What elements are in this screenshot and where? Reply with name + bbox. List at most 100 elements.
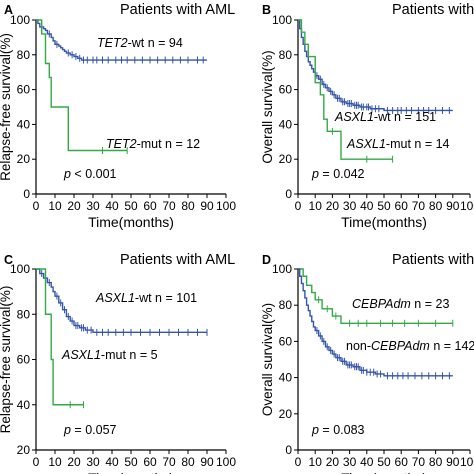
y-tick-label: 100: [272, 13, 292, 27]
series-1: ASXL1-wt n = 101: [36, 268, 208, 336]
series-label: TET2-mut n = 12: [106, 137, 200, 151]
x-tick-label: 80: [429, 455, 443, 469]
y-tick-label: 20: [17, 152, 31, 166]
x-tick-label: 60: [395, 199, 409, 213]
x-axis-label: Time(months): [88, 214, 174, 230]
y-tick-label: 20: [279, 152, 293, 166]
x-tick-label: 80: [429, 199, 443, 213]
survival-curve: [36, 268, 84, 406]
x-tick-label: 90: [200, 199, 214, 213]
series-2: TET2-mut n = 12: [36, 19, 200, 154]
p-value: p < 0.001: [63, 167, 117, 181]
x-tick-label: 90: [200, 455, 214, 469]
panel-label: C: [4, 253, 13, 267]
x-tick-label: 10: [309, 199, 323, 213]
x-tick-label: 20: [67, 199, 81, 213]
y-tick-label: 0: [285, 443, 292, 457]
p-value: p = 0.057: [63, 423, 117, 437]
x-tick-label: 0: [33, 455, 40, 469]
x-axis-label: Time(months): [341, 470, 427, 474]
x-tick-label: 20: [67, 455, 81, 469]
x-tick-label: 10: [309, 455, 323, 469]
y-tick-label: 60: [279, 334, 293, 348]
x-tick-label: 100: [460, 455, 474, 469]
y-tick-label: 20: [17, 443, 31, 457]
y-axis-label: Relapse-free survival(%): [0, 286, 13, 434]
survival-curve: [298, 268, 453, 324]
panel-label: A: [4, 3, 13, 17]
series-label: TET2-wt n = 94: [97, 36, 183, 50]
panel-title: Patients with AML: [392, 252, 474, 268]
x-tick-label: 10: [48, 199, 62, 213]
y-tick-label: 80: [279, 298, 293, 312]
y-tick-label: 60: [279, 83, 293, 97]
survival-curve: [36, 19, 207, 61]
series-label: ASXL1-mut n = 5: [61, 348, 158, 362]
series-2: ASXL1-mut n = 5: [36, 268, 158, 409]
y-tick-label: 40: [17, 117, 31, 131]
x-tick-label: 60: [395, 455, 409, 469]
x-tick-label: 90: [446, 455, 460, 469]
x-tick-label: 50: [377, 199, 391, 213]
x-tick-label: 60: [143, 199, 157, 213]
series-1: CEBPAdm n = 23: [298, 268, 454, 327]
y-tick-label: 80: [17, 307, 31, 321]
survival-curve: [298, 19, 393, 160]
series-2: non-CEBPAdm n = 142: [298, 268, 474, 380]
y-tick-label: 80: [279, 48, 293, 62]
x-axis-label: Time(months): [88, 470, 174, 474]
panel-label: D: [262, 253, 271, 267]
y-tick-label: 100: [10, 13, 30, 27]
series-1: ASXL1-wt n = 151: [298, 19, 453, 124]
x-tick-label: 0: [295, 455, 302, 469]
x-tick-label: 20: [326, 199, 340, 213]
x-tick-label: 90: [446, 199, 460, 213]
y-tick-label: 0: [23, 187, 30, 201]
x-tick-label: 100: [216, 455, 236, 469]
x-tick-label: 50: [124, 455, 138, 469]
x-tick-label: 40: [105, 199, 119, 213]
x-tick-label: 70: [412, 199, 426, 213]
x-tick-label: 30: [86, 455, 100, 469]
y-tick-label: 60: [17, 353, 31, 367]
x-tick-label: 40: [360, 199, 374, 213]
panel-title: Patients with AML: [120, 2, 235, 18]
series-label: CEBPAdm n = 23: [352, 297, 449, 311]
x-tick-label: 40: [360, 455, 374, 469]
p-value: p = 0.042: [311, 167, 365, 181]
y-tick-label: 20: [279, 407, 293, 421]
panel-a: A Patients with AML 0 20 40 60 80 100 0 10 20 30 40 5…: [0, 2, 236, 230]
survival-curve: [36, 19, 128, 152]
survival-curve: [298, 268, 453, 377]
y-tick-label: 100: [10, 262, 30, 276]
y-tick-label: 100: [272, 262, 292, 276]
panel-title: Patients with AML: [392, 2, 474, 18]
series-1: TET2-wt n = 94: [36, 19, 207, 64]
x-tick-label: 60: [143, 455, 157, 469]
x-tick-label: 50: [377, 455, 391, 469]
panel-label: B: [262, 3, 271, 17]
x-tick-label: 100: [216, 199, 236, 213]
x-axis-label: Time(months): [341, 214, 427, 230]
panel-c: C Patients with AML 20 40 60 80 100 0 10 20 30 40 50…: [0, 252, 236, 474]
y-tick-label: 40: [279, 117, 293, 131]
survival-curve: [298, 19, 453, 112]
y-axis-label: Relapse-free survival(%): [0, 33, 13, 181]
series-label: non-CEBPAdm n = 142: [346, 339, 474, 353]
x-tick-label: 70: [162, 455, 176, 469]
x-tick-label: 50: [124, 199, 138, 213]
x-tick-label: 0: [295, 199, 302, 213]
x-tick-label: 30: [343, 199, 357, 213]
y-tick-label: 60: [17, 83, 31, 97]
x-tick-label: 10: [48, 455, 62, 469]
panel-title: Patients with AML: [120, 252, 235, 268]
x-tick-label: 30: [343, 455, 357, 469]
series-label: ASXL1-mut n = 14: [346, 137, 450, 151]
x-tick-label: 70: [162, 199, 176, 213]
x-tick-label: 40: [105, 455, 119, 469]
series-label: ASXL1-wt n = 101: [95, 291, 197, 305]
x-tick-label: 20: [326, 455, 340, 469]
